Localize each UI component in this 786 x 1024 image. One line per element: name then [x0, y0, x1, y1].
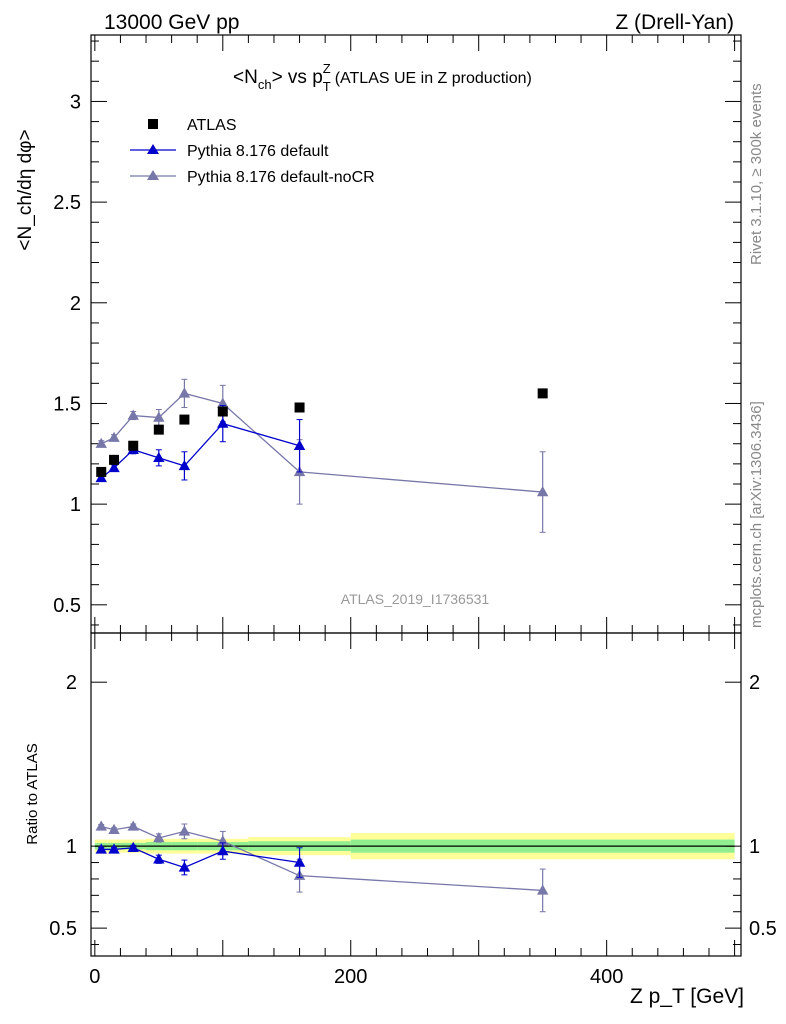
main-atlas-point — [109, 454, 120, 465]
y-tick-label: 3 — [70, 91, 81, 113]
y-tick-label: 0.5 — [53, 595, 81, 617]
main-default-point — [108, 461, 120, 473]
legend-label-default: Pythia 8.176 default — [187, 143, 329, 160]
y-tick-label: 2 — [70, 293, 81, 315]
main-default-point — [153, 451, 165, 463]
ratio-default-point — [95, 843, 107, 854]
legend-label-atlas: ATLAS — [187, 117, 237, 134]
main-nocr-line — [100, 392, 543, 493]
ratio-y-tick-label-right: 0.5 — [749, 918, 777, 940]
ratio-default-point — [293, 856, 306, 867]
legend: ATLAS Pythia 8.176 default Pythia 8.176 … — [130, 117, 375, 186]
title-sub-t: T — [323, 79, 331, 94]
legend-marker-atlas — [148, 119, 158, 129]
plot-title: <Nch> vs pTZ (ATLAS UE in Z production) — [233, 61, 532, 94]
ratio-nocr-point — [153, 831, 165, 843]
ratio-frame — [90, 632, 742, 957]
ratio-nocr-point — [178, 825, 191, 836]
rivet-label: Rivet 3.1.10, ≥ 300k events — [748, 83, 765, 265]
y-tick-label: 2.5 — [53, 192, 81, 214]
ratio-default-point — [217, 845, 229, 856]
ratio-nocr-point — [536, 884, 549, 895]
ratio-default-point — [127, 841, 139, 852]
ratio-default-point — [153, 853, 165, 864]
main-nocr-point — [536, 486, 549, 497]
x-tick-label: 0 — [89, 966, 100, 988]
main-atlas-point — [294, 402, 305, 413]
main-panel: 0.5 1 1.5 2 2.5 3 — [53, 34, 742, 634]
y-tick-label: 1 — [70, 494, 81, 516]
title-note: (ATLAS UE in Z production) — [335, 70, 532, 87]
mcplots-label: mcplots.cern.ch [arXiv:1306.3436] — [748, 401, 765, 628]
main-nocr-point — [95, 437, 107, 448]
ratio-y-tick-label-left: 0.5 — [49, 918, 77, 940]
ratio-default-point — [178, 861, 191, 872]
y-axis-label-main: <N_ch/dη dφ> — [15, 129, 36, 250]
ratio-nocr-point — [127, 820, 139, 831]
ratio-y-tick-label-left: 2 — [66, 672, 77, 694]
process-label: Z (Drell-Yan) — [615, 11, 734, 34]
main-atlas-point — [153, 424, 164, 435]
main-atlas-point — [537, 388, 548, 399]
main-default-point — [293, 439, 306, 450]
main-atlas-point — [217, 406, 228, 417]
ratio-y-tick-label-left: 1 — [66, 836, 77, 858]
ratio-nocr-line — [101, 825, 543, 892]
main-nocr-point — [153, 411, 165, 422]
analysis-watermark: ATLAS_2019_I1736531 — [341, 591, 490, 607]
x-axis-label: Z p_T [GeV] — [630, 985, 744, 1008]
y-tick-label: 1.5 — [53, 393, 81, 415]
title-obs: <N — [233, 67, 258, 88]
legend-label-nocr: Pythia 8.176 default-noCR — [187, 169, 375, 186]
energy-label: 13000 GeV pp — [104, 11, 239, 34]
legend-marker-default — [147, 144, 159, 154]
main-atlas-point — [128, 440, 139, 451]
main-default-point — [217, 417, 229, 428]
title-obs-vs: > vs p — [272, 67, 323, 88]
ratio-nocr-point — [95, 820, 107, 831]
legend-marker-nocr — [147, 170, 159, 180]
main-nocr-point — [178, 387, 191, 398]
main-nocr-point — [108, 431, 120, 442]
main-atlas-point — [96, 466, 107, 477]
ratio-y-tick-label-right: 1 — [749, 836, 760, 858]
main-nocr-point — [127, 409, 139, 420]
x-tick-label: 200 — [334, 966, 367, 988]
main-default-point — [95, 471, 107, 483]
ratio-panel: 0.5 0.5 1 1 2 2 0 200 400 — [49, 632, 777, 988]
x-tick-label: 400 — [590, 966, 623, 988]
ratio-default-point — [108, 843, 120, 854]
ratio-y-tick-label-right: 2 — [749, 672, 760, 694]
main-default-point — [178, 459, 191, 471]
y-axis-label-ratio: Ratio to ATLAS — [24, 743, 41, 844]
ratio-nocr-point — [108, 823, 120, 834]
title-obs-sub: ch — [258, 77, 272, 92]
title-sup-z: Z — [323, 61, 331, 76]
main-atlas-point — [179, 414, 190, 425]
